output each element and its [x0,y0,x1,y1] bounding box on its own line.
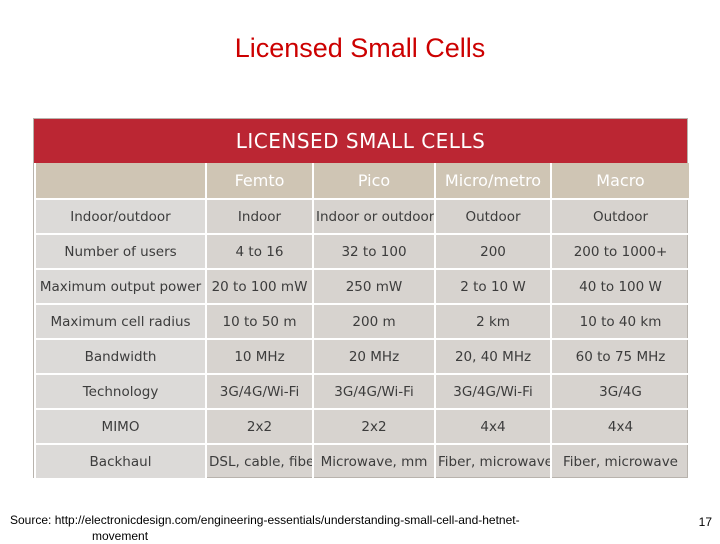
table-cell: 2 km [434,303,552,340]
column-header-micro-metro: Micro/metro [434,163,552,200]
table-cell: 4 to 16 [205,233,314,270]
table-cell: 10 MHz [205,338,314,375]
table-cell: 200 to 1000+ [550,233,691,270]
table-cell: 200 m [312,303,436,340]
small-cells-table-image: LICENSED SMALL CELLS Femto Pico Micro/me… [33,118,691,480]
table-cell: 2x2 [205,408,314,445]
table-row: Technology 3G/4G/Wi-Fi 3G/4G/Wi-Fi 3G/4G… [34,373,691,410]
table-cell: 3G/4G [550,373,691,410]
table-cell: 200 [434,233,552,270]
column-header-macro: Macro [550,163,691,200]
column-header-empty [34,163,207,200]
table-cell: Fiber, microwave [550,443,691,480]
source-citation: Source: http://electronicdesign.com/engi… [10,512,610,544]
row-label: Bandwidth [34,338,207,375]
table-row: Indoor/outdoor Indoor Indoor or outdoor … [34,198,691,235]
row-label: Backhaul [34,443,207,480]
source-line-continued: movement [92,529,149,543]
row-label: MIMO [34,408,207,445]
column-header-pico: Pico [312,163,436,200]
table-cell: DSL, cable, fiber [205,443,314,480]
table-cell: Indoor or outdoor [312,198,436,235]
table-cell: 2 to 10 W [434,268,552,305]
table-cell: 4x4 [550,408,691,445]
table-cell: 2x2 [312,408,436,445]
table-header-row: Femto Pico Micro/metro Macro [34,163,691,200]
table-cell: Indoor [205,198,314,235]
row-label: Maximum output power [34,268,207,305]
table-row: Number of users 4 to 16 32 to 100 200 20… [34,233,691,270]
row-label: Maximum cell radius [34,303,207,340]
table-cell: 3G/4G/Wi-Fi [205,373,314,410]
table-banner: LICENSED SMALL CELLS [34,119,687,163]
table-cell: 20, 40 MHz [434,338,552,375]
table-cell: Fiber, microwave [434,443,552,480]
row-label: Indoor/outdoor [34,198,207,235]
table-row: MIMO 2x2 2x2 4x4 4x4 [34,408,691,445]
table-cell: 20 MHz [312,338,436,375]
table-cell: 4x4 [434,408,552,445]
table-row: Maximum cell radius 10 to 50 m 200 m 2 k… [34,303,691,340]
table-cell: 10 to 40 km [550,303,691,340]
table-row: Backhaul DSL, cable, fiber Microwave, mm… [34,443,691,480]
table-cell: Outdoor [434,198,552,235]
table-cell: Microwave, mm [312,443,436,480]
table-cell: 60 to 75 MHz [550,338,691,375]
table-cell: 20 to 100 mW [205,268,314,305]
table-cell: 250 mW [312,268,436,305]
slide-title: Licensed Small Cells [234,33,486,63]
row-label: Technology [34,373,207,410]
column-header-femto: Femto [205,163,314,200]
row-label: Number of users [34,233,207,270]
source-line: Source: http://electronicdesign.com/engi… [10,513,520,527]
table-cell: 40 to 100 W [550,268,691,305]
table-row: Maximum output power 20 to 100 mW 250 mW… [34,268,691,305]
table-cell: 3G/4G/Wi-Fi [312,373,436,410]
table-row: Bandwidth 10 MHz 20 MHz 20, 40 MHz 60 to… [34,338,691,375]
page-number: 17 [698,515,712,529]
table-cell: 32 to 100 [312,233,436,270]
table-cell: 10 to 50 m [205,303,314,340]
table-cell: 3G/4G/Wi-Fi [434,373,552,410]
table-cell: Outdoor [550,198,691,235]
small-cells-table: Femto Pico Micro/metro Macro Indoor/outd… [34,163,691,480]
